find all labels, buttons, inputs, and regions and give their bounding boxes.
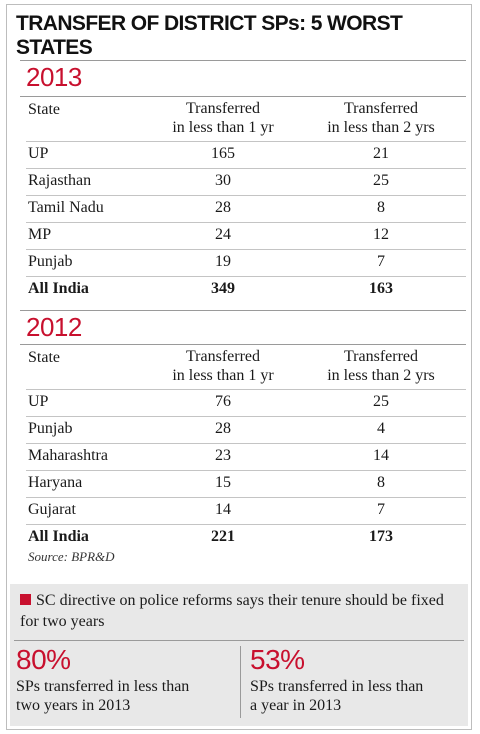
header-lt2-line2: in less than 2 yrs [327,119,435,136]
header-lt2: Transferred in less than 2 yrs [308,347,454,385]
cell-state: Punjab [28,253,73,270]
table-row: UP 165 21 [26,141,466,168]
cell-lt2: 7 [377,253,385,270]
header-lt2: Transferred in less than 2 yrs [308,99,454,137]
table-2013: State Transferred in less than 1 yr Tran… [26,97,466,303]
header-lt1-line1: Transferred [185,100,261,117]
table-row: Haryana 15 8 [26,470,466,497]
cell-state: UP [28,393,49,410]
table-row: Tamil Nadu 28 8 [26,195,466,222]
year-2012-label: 2012 [26,312,82,342]
section-rule-2012-bottom [20,344,466,345]
table-row: Gujarat 14 7 [26,497,466,524]
stat-percent: 53% [250,644,305,675]
cell-lt2: 8 [377,474,385,491]
cell-lt1: 19 [215,253,231,270]
header-lt1-line2: in less than 1 yr [172,367,274,384]
section-rule-2013-top [20,60,466,61]
header-lt1-line2: in less than 1 yr [172,119,274,136]
note-text: SC directive on police reforms says thei… [20,590,460,632]
cell-lt1: 165 [211,145,235,162]
cell-state: Punjab [28,420,73,437]
table-total-row: All India 349 163 [26,276,466,303]
stat-53-percent: 53% SPs transferred in less than a year … [250,644,470,715]
note-box: SC directive on police reforms says thei… [10,584,468,726]
cell-lt2: 21 [373,145,389,162]
stat-description-line1: SPs transferred in less than [16,678,190,695]
cell-state: Maharashtra [28,447,108,464]
cell-lt2: 12 [373,226,389,243]
note-body: SC directive on police reforms says thei… [20,592,444,630]
cell-lt1: 221 [211,528,235,545]
table-total-row: All India 221 173 [26,524,466,551]
cell-lt2: 25 [373,393,389,410]
cell-lt2: 14 [373,447,389,464]
cell-lt1: 28 [215,420,231,437]
cell-lt1: 24 [215,226,231,243]
cell-state: Rajasthan [28,172,92,189]
stat-description: SPs transferred in less than two years i… [16,677,236,715]
stat-description-line2: two years in 2013 [16,697,131,714]
table-body: UP 165 21 Rajasthan 30 25 Tamil Nadu 28 8 MP 24 12 P… [26,141,466,303]
cell-lt1: 28 [215,199,231,216]
section-rule-2013-bottom [20,96,466,97]
cell-lt2: 4 [377,420,385,437]
header-lt1-line1: Transferred [185,348,261,365]
stat-description-line2: a year in 2013 [250,697,342,714]
cell-state: Tamil Nadu [28,199,104,216]
cell-lt2: 25 [373,172,389,189]
cell-lt1: 76 [215,393,231,410]
header-state: State [28,101,60,118]
header-lt2-line1: Transferred [343,100,419,117]
cell-state: MP [28,226,52,243]
table-header: State Transferred in less than 1 yr Tran… [26,345,466,389]
cell-state: UP [28,145,49,162]
cell-lt2: 163 [369,280,393,297]
table-row: UP 76 25 [26,389,466,416]
header-lt1: Transferred in less than 1 yr [160,347,286,385]
note-divider [14,640,464,641]
table-2012: State Transferred in less than 1 yr Tran… [26,345,466,551]
source-note: Source: BPR&D [28,549,115,564]
cell-state: All India [28,528,89,545]
cell-state: All India [28,280,89,297]
header-lt2-line1: Transferred [343,348,419,365]
header-state: State [28,349,60,366]
cell-lt1: 15 [215,474,231,491]
cell-lt2: 7 [377,501,385,518]
year-2013-label: 2013 [26,62,82,92]
cell-state: Gujarat [28,501,76,518]
table-row: Rajasthan 30 25 [26,168,466,195]
cell-lt1: 14 [215,501,231,518]
cell-lt1: 23 [215,447,231,464]
stat-separator [240,646,241,718]
table-header: State Transferred in less than 1 yr Tran… [26,97,466,141]
table-row: MP 24 12 [26,222,466,249]
cell-lt2: 8 [377,199,385,216]
stat-percent: 80% [16,644,71,675]
red-square-bullet-icon [20,594,31,605]
table-row: Punjab 28 4 [26,416,466,443]
header-lt2-line2: in less than 2 yrs [327,367,435,384]
cell-lt1: 30 [215,172,231,189]
stat-80-percent: 80% SPs transferred in less than two yea… [16,644,236,715]
header-lt1: Transferred in less than 1 yr [160,99,286,137]
stat-description: SPs transferred in less than a year in 2… [250,677,470,715]
table-body: UP 76 25 Punjab 28 4 Maharashtra 23 14 Haryana 15 8… [26,389,466,551]
cell-state: Haryana [28,474,83,491]
headline: TRANSFER OF DISTRICT SPs: 5 WORST STATES [16,12,403,59]
table-row: Punjab 19 7 [26,249,466,276]
table-row: Maharashtra 23 14 [26,443,466,470]
section-rule-2012-top [20,310,466,311]
cell-lt2: 173 [369,528,393,545]
stat-description-line1: SPs transferred in less than [250,678,424,695]
cell-lt1: 349 [211,280,235,297]
